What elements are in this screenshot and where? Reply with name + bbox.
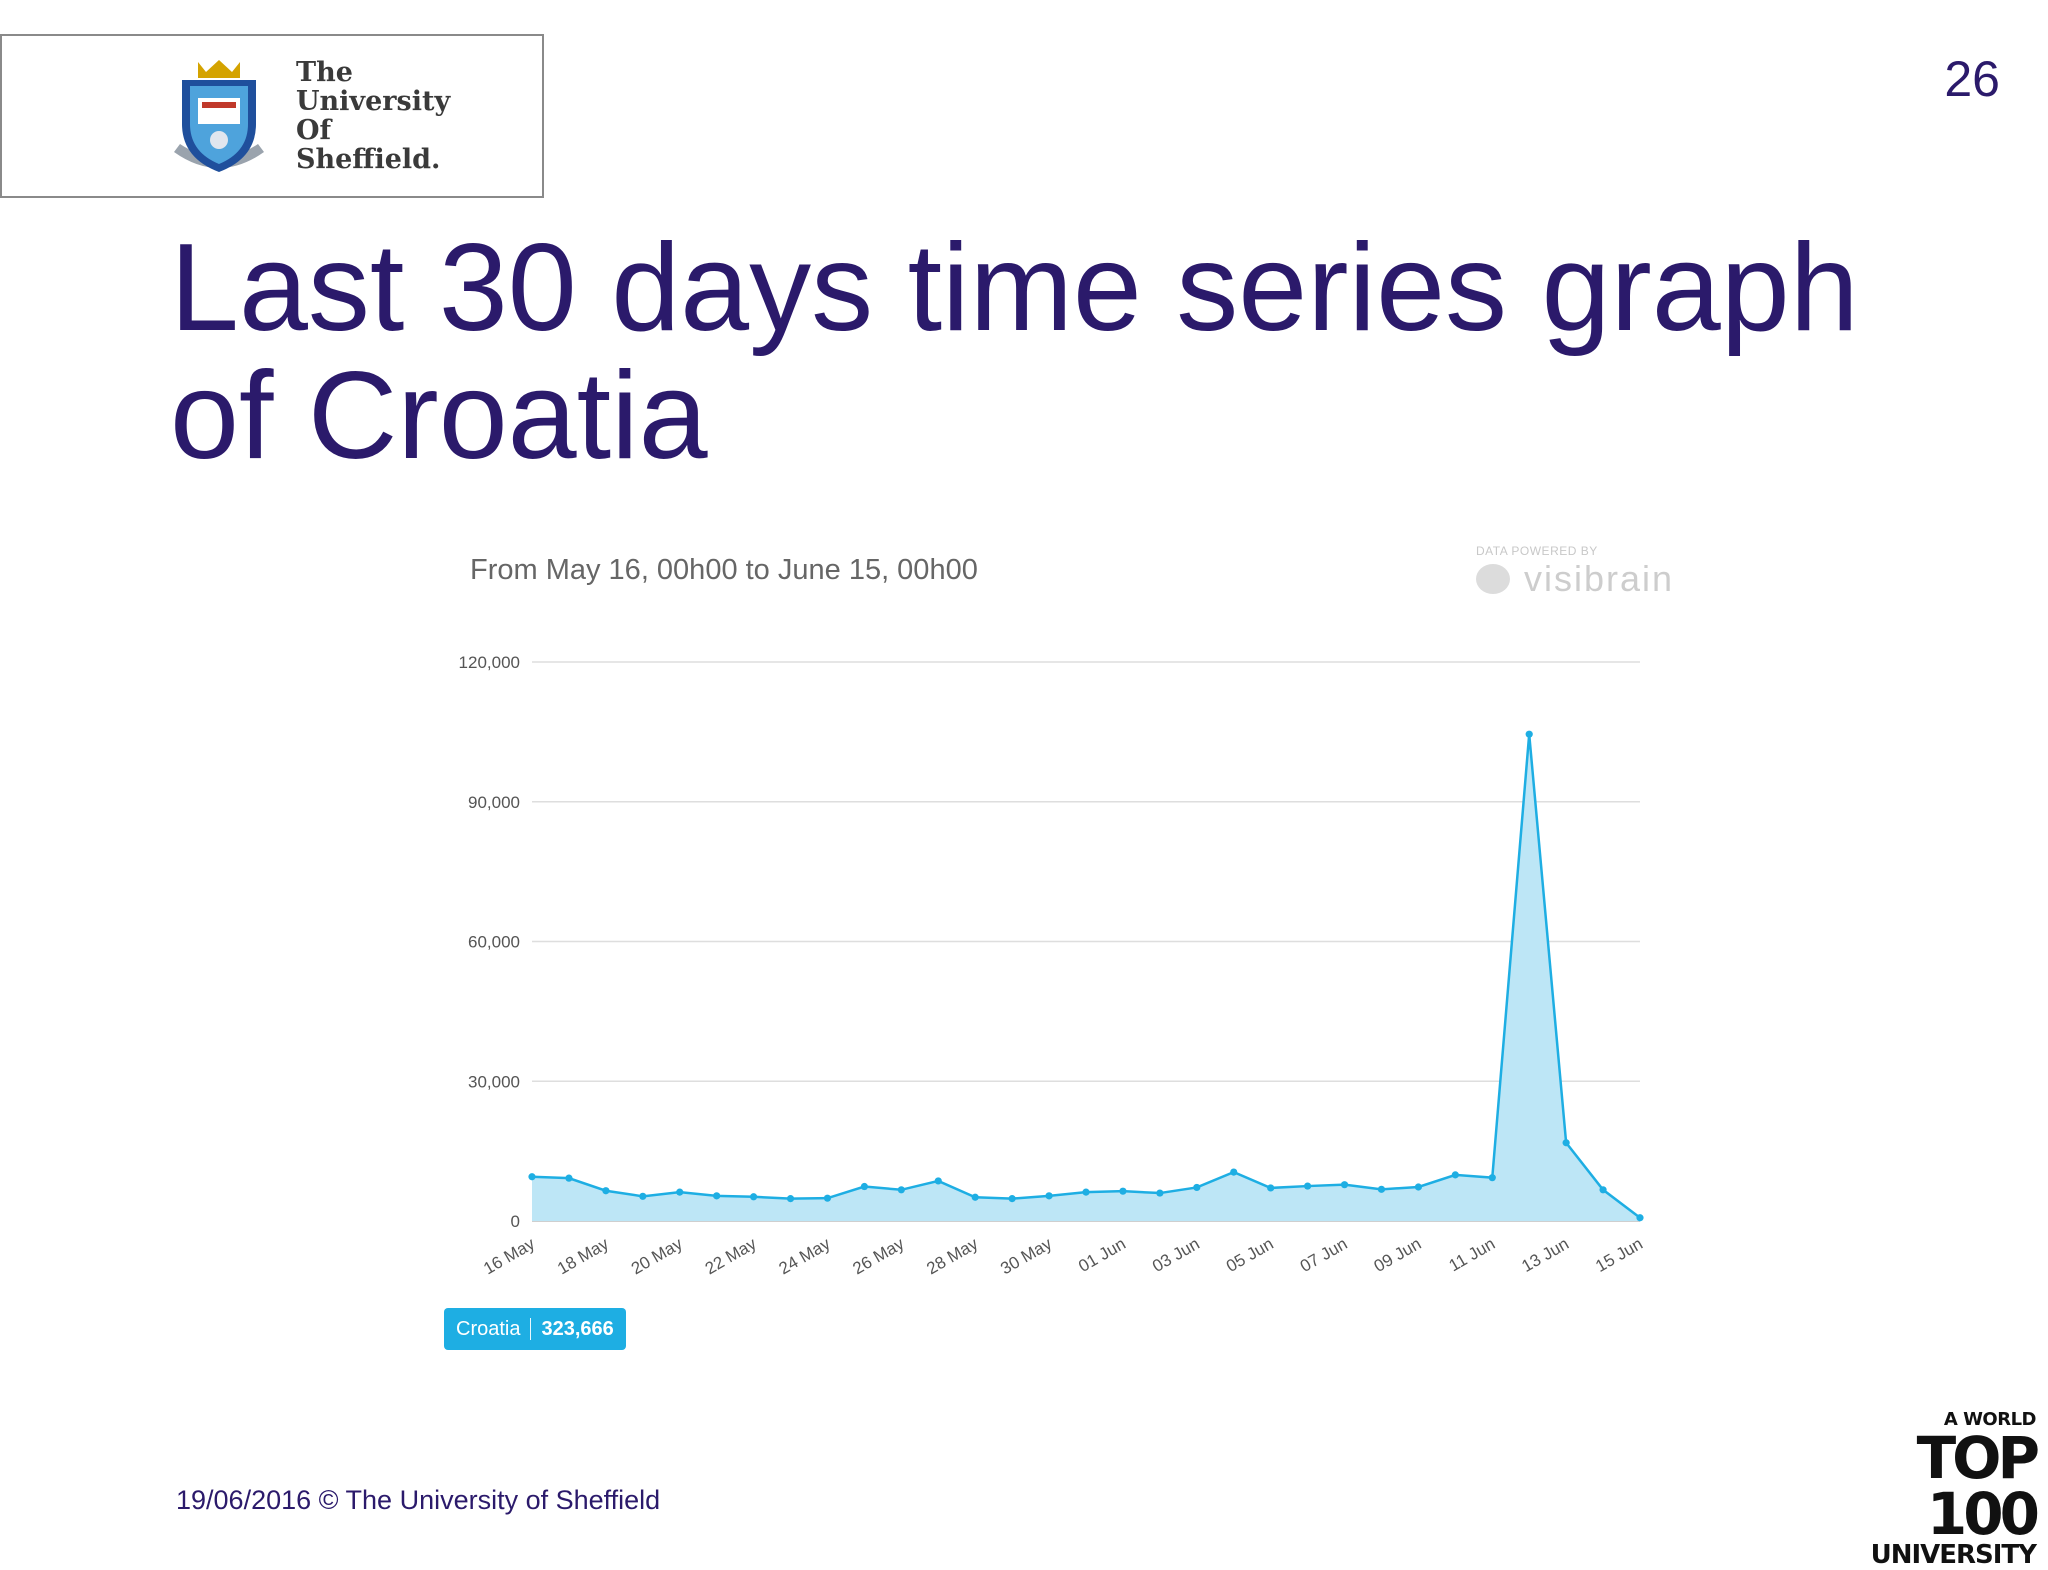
x-tick-label: 07 Jun (1297, 1234, 1351, 1276)
data-point (1377, 1185, 1386, 1193)
y-tick-label: 90,000 (468, 793, 520, 812)
data-point (1267, 1184, 1275, 1192)
legend-separator (530, 1318, 532, 1340)
x-tick-label: 30 May (997, 1234, 1055, 1279)
brain-icon (1476, 564, 1510, 594)
university-logo: The University Of Sheffield. (0, 34, 544, 198)
brand-name: visibrain (1524, 558, 1675, 599)
footer-text: 19/06/2016 © The University of Sheffield (176, 1485, 661, 1515)
data-point (1636, 1214, 1644, 1222)
data-point (1156, 1189, 1164, 1197)
x-tick-label: 20 May (628, 1234, 686, 1279)
slide-title: Last 30 days time series graph of Croati… (170, 219, 1859, 485)
brand-caption: DATA POWERED BY (1476, 544, 1598, 558)
university-crest-icon (174, 60, 264, 172)
x-tick-label: 03 Jun (1149, 1234, 1203, 1276)
badge-line-3: UNIVERSITY (1870, 1540, 2037, 1570)
world-top-100-badge: A WORLD TOP 100 UNIVERSITY (1866, 1409, 2040, 1570)
x-tick-label: 13 Jun (1518, 1234, 1572, 1276)
data-point (823, 1194, 832, 1202)
y-tick-label: 120,000 (459, 653, 520, 672)
x-tick-label: 11 Jun (1446, 1234, 1499, 1275)
data-point (565, 1174, 573, 1182)
data-point (897, 1186, 905, 1194)
x-tick-label: 16 May (480, 1234, 538, 1279)
data-point (1340, 1181, 1349, 1189)
slide-number: 26 (1944, 51, 2000, 107)
data-point (1599, 1186, 1607, 1194)
series-area-croatia (532, 734, 1640, 1221)
logo-line: University (296, 86, 451, 117)
data-point (860, 1182, 868, 1191)
badge-line-1: A WORLD (1943, 1409, 2037, 1430)
y-tick-label: 0 (511, 1212, 520, 1231)
data-point (1414, 1183, 1422, 1191)
x-tick-label: 05 Jun (1223, 1234, 1277, 1276)
logo-line: Sheffield. (296, 144, 441, 175)
y-tick-label: 30,000 (468, 1072, 520, 1091)
x-tick-label: 18 May (554, 1234, 612, 1279)
data-point (676, 1188, 684, 1196)
data-point (1193, 1183, 1201, 1192)
chart-subtitle: From May 16, 00h00 to June 15, 00h00 (470, 554, 978, 586)
y-tick-label: 60,000 (468, 933, 520, 952)
x-tick-label: 01 Jun (1075, 1234, 1129, 1276)
data-point (1488, 1174, 1496, 1182)
data-point (1525, 730, 1533, 738)
series-line-croatia (531, 734, 1641, 1219)
data-point (1119, 1187, 1127, 1195)
x-tick-label: 24 May (776, 1234, 834, 1279)
x-tick-label: 26 May (850, 1234, 908, 1279)
logo-line: Of (296, 115, 332, 146)
data-point (1008, 1195, 1016, 1203)
data-point (750, 1193, 758, 1201)
data-point (602, 1187, 610, 1195)
legend-badge-croatia[interactable]: Croatia 323,666 (444, 1308, 626, 1350)
legend-total: 323,666 (541, 1317, 614, 1340)
data-point (1562, 1139, 1570, 1147)
data-point (786, 1195, 795, 1203)
x-tick-label: 22 May (702, 1234, 760, 1279)
data-point (1045, 1192, 1053, 1200)
data-point (1082, 1188, 1090, 1196)
data-point (713, 1192, 721, 1200)
logo-line: The (296, 57, 353, 88)
brand-logo: visibrain (1476, 558, 1674, 600)
x-tick-label: 28 May (923, 1234, 981, 1279)
data-point (639, 1192, 647, 1200)
data-point (1230, 1168, 1238, 1176)
x-tick-label: 09 Jun (1371, 1234, 1425, 1276)
badge-line-2: TOP 100 (1916, 1424, 2040, 1548)
legend-label: Croatia (456, 1317, 521, 1340)
chart-plot: 0 30,000 60,000 90,000 120,000 16 May 18 May 20… (459, 653, 1646, 1279)
data-point (1451, 1171, 1459, 1179)
logo-text: The University Of Sheffield. (296, 58, 450, 174)
data-point (934, 1177, 942, 1185)
time-series-chart: From May 16, 00h00 to June 15, 00h00 DAT… (440, 530, 1700, 1360)
data-point (528, 1173, 536, 1181)
data-point (971, 1193, 979, 1201)
data-point (1304, 1182, 1312, 1190)
x-tick-label: 15 Jun (1592, 1234, 1646, 1276)
